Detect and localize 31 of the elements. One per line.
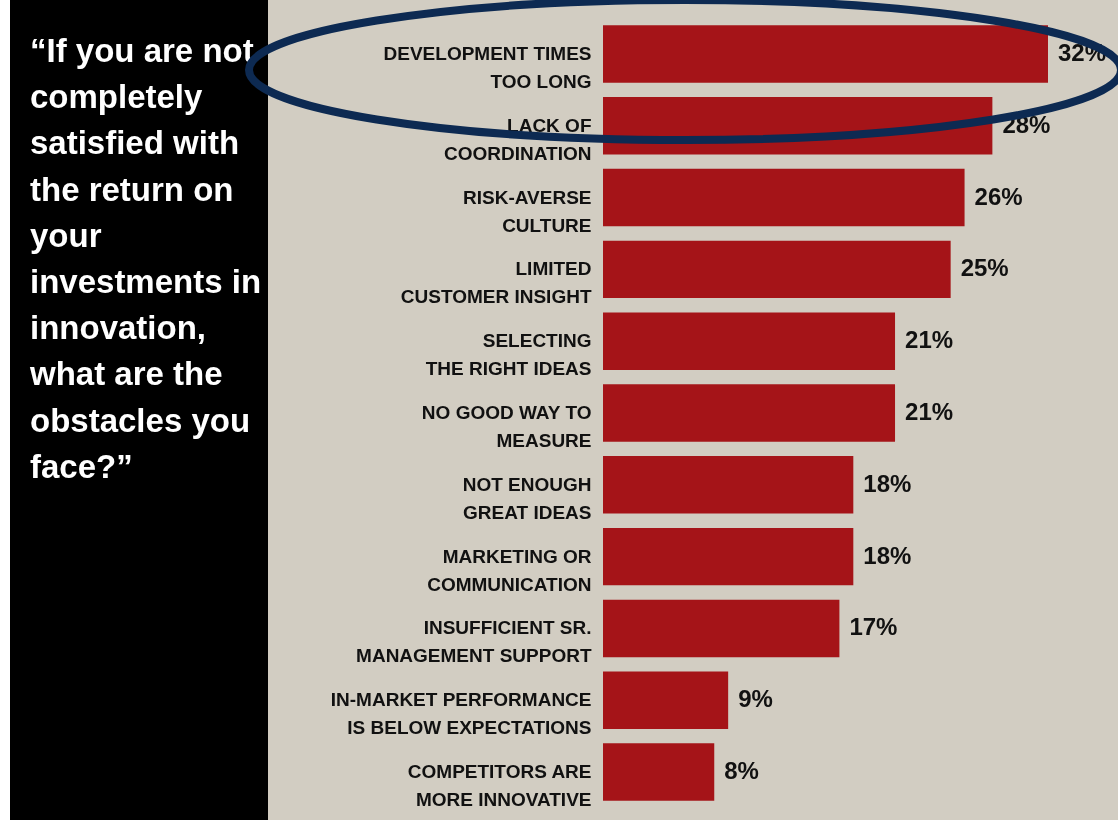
- data-label: 21%: [905, 398, 954, 425]
- bar: [603, 240, 951, 299]
- data-label: 8%: [724, 757, 759, 785]
- data-label: 18%: [863, 541, 912, 569]
- y-tick-label: LACK OF COORDINATION: [444, 114, 592, 164]
- bar: [603, 456, 854, 514]
- y-tick-label: IN-MARKET PERFORMANCE IS BELOW EXPECTATIONS: [330, 689, 592, 739]
- data-label: 25%: [960, 254, 1009, 282]
- bar: [603, 671, 729, 729]
- y-tick-label: NOT ENOUGH GREAT IDEAS: [462, 473, 592, 523]
- y-tick-label: INSUFFICIENT SR. MANAGEMENT SUPPORT: [356, 617, 592, 667]
- bar: [603, 25, 1048, 83]
- bar: [603, 599, 840, 658]
- y-tick-label: DEVELOPMENT TIMES TOO LONG: [383, 42, 592, 92]
- data-label: 17%: [849, 613, 898, 641]
- y-tick-label: RISK-AVERSE CULTURE: [463, 186, 592, 236]
- bar: [603, 743, 715, 801]
- y-tick-label: NO GOOD WAY TO MEASURE: [421, 402, 592, 451]
- bar: [603, 384, 896, 442]
- bar: [603, 168, 965, 227]
- data-label: 18%: [863, 469, 912, 497]
- data-label: 21%: [905, 326, 954, 354]
- data-label: 9%: [738, 685, 773, 713]
- y-tick-label: SELECTING THE RIGHT IDEAS: [425, 330, 592, 380]
- data-label: 26%: [974, 182, 1023, 210]
- y-tick-label: COMPETITORS ARE MORE INNOVATIVE: [407, 761, 592, 811]
- y-tick-label: LIMITED CUSTOMER INSIGHT: [400, 258, 592, 308]
- y-tick-label: MARKETING OR COMMUNICATION: [427, 545, 592, 595]
- bar: [603, 527, 854, 586]
- chart-title: “If you are not completely satisfied with the return on your investments in innovation, what are the obstacles you face?”: [30, 32, 262, 485]
- bar: [603, 312, 896, 370]
